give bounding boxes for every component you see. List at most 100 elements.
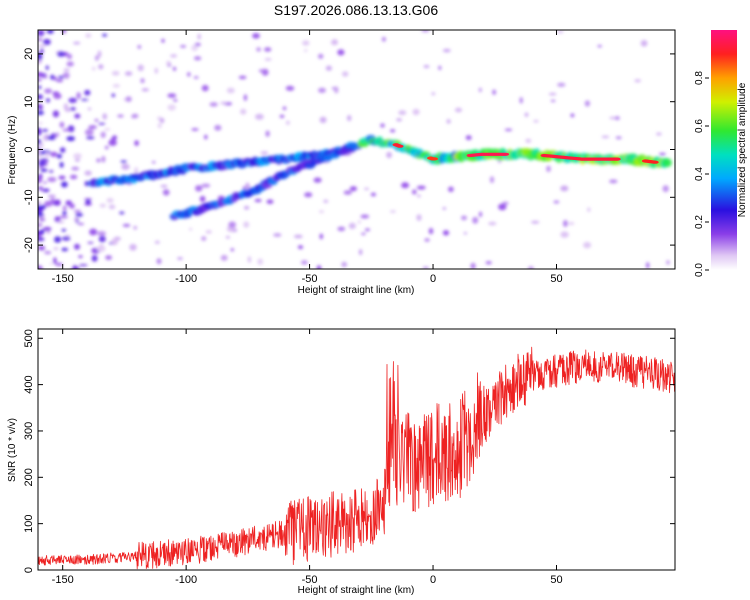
spectrogram-noise-blob [92,66,96,71]
spectrogram-noise-blob [560,231,569,238]
spectrogram-xlabel: Height of straight line (km) [298,285,415,296]
spectrogram-noise-blob [105,255,112,260]
spectrogram-noise-blob [100,131,106,138]
spectrogram-noise-blob [69,174,78,180]
spectrogram-noise-blob [361,232,366,235]
spectrogram-noise-blob [38,245,46,251]
snr-ytick-label: 100 [23,514,35,532]
spectrogram-noise-blob [40,73,47,77]
spectrogram-noise-blob [220,101,229,105]
spectrogram-noise-blob [191,44,199,52]
spectrogram-noise-blob [349,186,357,192]
spectrogram-noise-blob [204,134,208,140]
spectrogram-noise-blob [39,205,47,209]
spectrogram-noise-blob [122,223,131,227]
spectrogram-noise-blob [39,165,44,169]
spectrogram-noise-blob [264,47,272,52]
spectrogram-noise-blob [74,113,81,119]
spectrogram-noise-blob [97,50,102,58]
spectrogram-noise-blob [380,123,385,128]
spectrogram-noise-blob [257,258,264,265]
spectrogram-noise-blob [62,128,72,132]
spectrogram-image [38,30,672,269]
spectrogram-noise-blob [53,257,57,265]
spectrogram-noise-blob [243,205,250,210]
spectrogram-xtick-label: 0 [430,273,436,285]
colorbar-tick-label: 0.0 [694,263,705,277]
spectrogram-noise-blob [563,220,568,227]
spectrogram-noise-blob [69,203,75,209]
spectrogram-noise-blob [193,76,199,79]
spectrogram-noise-blob [519,97,523,104]
spectrogram-noise-blob [646,262,650,269]
spectrogram-noise-blob [74,243,80,250]
spectrogram-noise-blob [442,207,446,210]
spectrogram-noise-blob [319,116,327,124]
spectrogram-noise-blob [498,203,507,211]
spectrogram-noise-blob [71,266,80,269]
spectrogram-noise-blob [39,142,44,148]
spectrogram-ytick-label: 10 [23,96,35,108]
spectrogram-noise-blob [42,226,52,232]
spectrogram-noise-blob [62,210,67,216]
spectrogram-noise-blob [77,223,85,225]
spectrogram-noise-blob [53,93,62,100]
spectrogram-noise-blob [39,185,44,192]
spectrogram-noise-blob [98,235,106,243]
spectrogram-noise-blob [56,220,65,224]
colorbar-ticks: 0.0 0.2 0.4 0.6 0.8 [694,71,709,277]
spectrogram-noise-blob [85,33,92,38]
spectrogram-noise-blob [341,261,348,268]
spectrogram-noise-blob [79,264,88,267]
spectrogram-noise-blob [609,116,616,120]
snr-xlabel: Height of straight line (km) [298,585,415,596]
spectrogram-noise-blob [285,85,295,91]
colorbar-tick-label: 0.4 [694,167,705,181]
spectrogram-noise-blob [557,82,566,87]
spectrogram-noise-blob [38,30,45,37]
colorbar-tick-label: 0.8 [694,71,705,85]
spectrogram-noise-blob [226,87,235,94]
spectrogram-noise-blob [560,185,569,192]
spectrogram-noise-blob [243,94,248,101]
spectrogram-noise-blob [101,156,105,161]
spectrogram-noise-blob [125,96,132,102]
spectrogram-noise-blob [69,107,76,111]
spectrogram-noise-blob [75,212,83,217]
spectrogram-noise-blob [167,104,176,111]
spectrogram-noise-blob [525,138,532,143]
spectrogram-noise-blob [504,128,513,131]
spectrogram-noise-blob [161,38,165,43]
spectrogram-noise-blob [300,260,308,265]
spectrogram-noise-blob [99,203,107,208]
spectrogram-noise-blob [120,160,127,163]
spectrogram-noise-blob [102,113,107,120]
colorbar-tick-label: 0.2 [694,215,705,229]
spectrogram-noise-blob [50,151,58,157]
snr-xtick-label: 0 [430,574,436,586]
spectrogram-noise-blob [57,51,65,57]
spectrogram-noise-blob [319,210,324,214]
spectrogram-noise-blob [225,236,230,239]
spectrogram-noise-blob [348,222,356,230]
spectrogram-noise-blob [304,49,308,52]
spectrogram-noise-blob [159,117,165,124]
spectrogram-noise-blob [38,153,43,159]
spectrogram-noise-blob [247,256,252,263]
spectrogram-noise-blob [38,161,46,167]
spectrogram-noise-blob [108,139,117,146]
snr-xtick-label: -100 [175,574,197,586]
spectrogram-noise-blob [104,127,111,131]
spectrogram-noise-blob [50,198,56,205]
spectrogram-noise-blob [91,255,98,262]
spectrogram-noise-blob [201,183,211,188]
spectrogram-noise-blob [56,79,64,83]
spectrogram-noise-blob [412,108,420,116]
spectrogram-xtick-label: -150 [52,273,74,285]
spectrogram-noise-blob [53,76,58,81]
spectrogram-noise-blob [104,145,109,150]
spectrogram-noise-blob [131,113,139,119]
spectrogram-noise-blob [256,47,261,52]
spectrogram-noise-blob [318,53,324,59]
spectrogram-noise-blob [416,185,426,190]
